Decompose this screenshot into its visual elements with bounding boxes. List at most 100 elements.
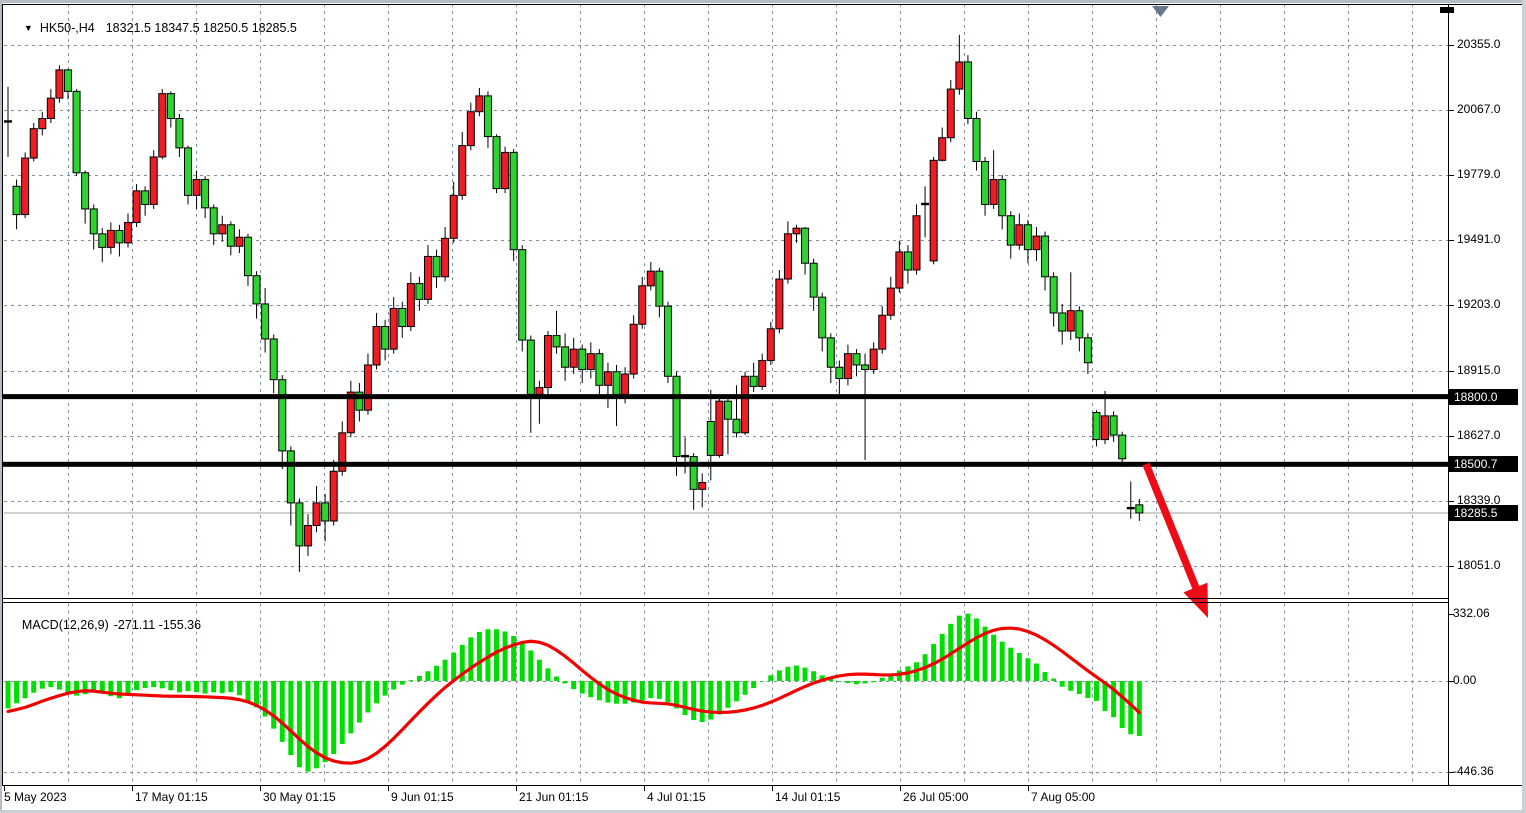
macd-histogram-bar — [528, 650, 534, 681]
macd-histogram-bar — [888, 673, 894, 681]
candle — [655, 270, 664, 307]
macd-histogram-bar — [725, 681, 731, 708]
macd-histogram-bar — [716, 681, 722, 715]
candle — [192, 179, 201, 196]
macd-histogram-bar — [125, 681, 131, 694]
candle — [526, 339, 535, 395]
macd-histogram-bar — [811, 671, 817, 681]
candle — [621, 373, 630, 395]
macd-histogram-bar — [305, 681, 311, 772]
macd-histogram-bar — [845, 681, 851, 684]
macd-histogram-bar — [142, 681, 148, 689]
candle — [646, 270, 655, 287]
macd-histogram-bar — [1085, 681, 1091, 699]
macd-histogram-bar — [108, 681, 114, 697]
macd-histogram-bar — [879, 677, 885, 681]
macd-histogram-bar — [416, 675, 422, 681]
macd-histogram-bar — [459, 644, 465, 681]
resistance-level-line[interactable] — [0, 394, 1448, 400]
candle — [963, 61, 972, 119]
macd-histogram-bar — [236, 681, 242, 696]
candle — [286, 450, 295, 504]
macd-histogram-bar — [322, 681, 328, 763]
macd-histogram-bar — [22, 681, 28, 699]
macd-histogram-bar — [1119, 681, 1125, 729]
macd-histogram-bar — [1042, 672, 1048, 681]
macd-histogram-bar — [965, 613, 971, 681]
candle — [1083, 337, 1092, 364]
candle — [723, 400, 732, 420]
macd-histogram-bar — [1102, 681, 1108, 712]
macd-histogram-bar — [999, 641, 1005, 681]
candle — [235, 236, 244, 247]
macd-histogram-bar — [1016, 652, 1022, 681]
macd-histogram-bar — [682, 681, 688, 716]
trend-arrow-head[interactable] — [1183, 582, 1209, 618]
time-axis-label: 5 May 2023 — [4, 790, 67, 804]
candle — [389, 307, 398, 350]
candle — [552, 335, 561, 348]
macd-histogram-bar — [562, 681, 568, 684]
candle — [115, 229, 124, 244]
candle — [715, 400, 724, 456]
candle — [46, 97, 55, 119]
candle — [123, 222, 132, 244]
macd-histogram-bar — [339, 681, 345, 744]
candle — [98, 233, 107, 248]
candle — [269, 338, 278, 381]
candle — [12, 185, 21, 216]
candle — [346, 391, 355, 434]
price-axis-label: 18051.0 — [1457, 558, 1501, 572]
macd-histogram-bar — [768, 675, 774, 681]
candle — [535, 387, 544, 395]
candle — [492, 136, 501, 190]
candle — [89, 208, 98, 235]
collapse-triangle-icon[interactable]: ▼ — [23, 23, 33, 33]
macd-histogram-bar — [476, 631, 482, 681]
macd-histogram-bar — [794, 665, 800, 681]
candle — [741, 375, 750, 434]
candle — [1066, 310, 1075, 332]
candle — [132, 190, 141, 224]
macd-histogram-bar — [254, 681, 260, 708]
candle — [106, 229, 115, 248]
trend-arrow-shaft[interactable] — [1142, 462, 1200, 590]
candle — [441, 237, 450, 278]
candle — [363, 364, 372, 411]
macd-histogram-bar — [1008, 647, 1014, 681]
candle — [1006, 215, 1015, 246]
price-axis-label: 20355.0 — [1457, 37, 1501, 51]
time-axis-label: 21 Jun 01:15 — [519, 790, 589, 804]
support-level-line[interactable] — [0, 461, 1448, 467]
candle — [321, 502, 330, 522]
macd-histogram-bar — [262, 681, 268, 717]
candle — [432, 255, 441, 278]
macd-histogram-bar — [391, 681, 397, 690]
level-price-badge: 18800.0 — [1449, 389, 1518, 405]
candle — [758, 359, 767, 387]
candle — [243, 236, 252, 277]
candle — [175, 117, 184, 149]
candle — [149, 156, 158, 205]
candle — [946, 88, 955, 139]
candle — [706, 421, 715, 456]
candle — [55, 69, 64, 99]
candle — [295, 502, 304, 547]
macd-histogram-bar — [1128, 681, 1134, 735]
price-axis-label: 18915.0 — [1457, 363, 1501, 377]
macd-histogram-bar — [211, 681, 217, 693]
candle — [938, 137, 947, 161]
candle — [638, 285, 647, 325]
window-frame-right — [1522, 0, 1526, 813]
candle — [818, 296, 827, 339]
macd-histogram-bar — [579, 681, 585, 694]
candle — [166, 93, 175, 119]
macd-histogram-bar — [408, 680, 414, 681]
time-axis-label: 26 Jul 05:00 — [903, 790, 969, 804]
candle — [912, 215, 921, 271]
macd-histogram-bar — [588, 681, 594, 698]
candle — [415, 283, 424, 300]
candle — [466, 111, 475, 147]
